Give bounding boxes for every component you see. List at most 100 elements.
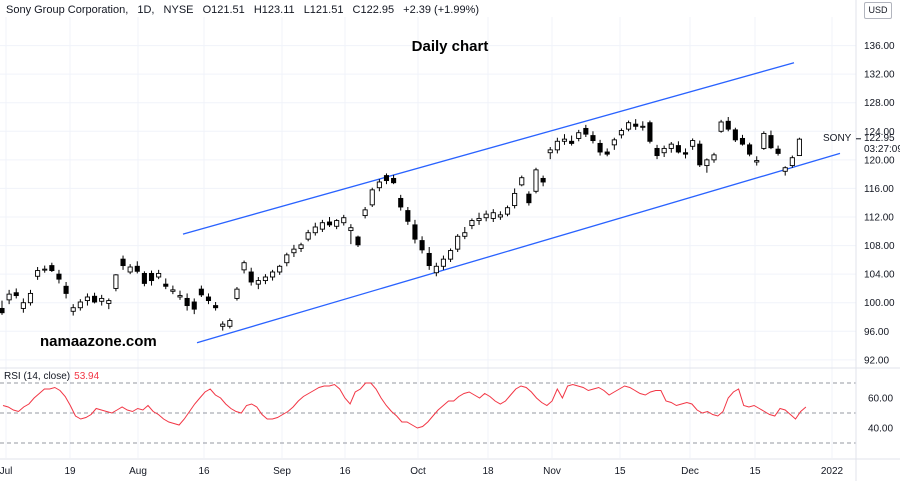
time-tick-label: 15 [614, 466, 626, 477]
candle-body [462, 232, 468, 237]
candle-body [248, 271, 254, 283]
channel-lower-line [196, 152, 841, 344]
candle [611, 137, 617, 150]
candle [284, 252, 290, 267]
candle-body [497, 214, 503, 218]
candle-body [519, 177, 525, 186]
candle-body [647, 122, 653, 142]
candle [27, 289, 34, 306]
candle [106, 298, 112, 310]
time-tick-label: 16 [198, 466, 210, 477]
candle-body [526, 193, 532, 204]
candle [782, 166, 788, 176]
candle-body [469, 220, 475, 227]
candle-body [618, 130, 624, 136]
rsi-legend[interactable]: RSI (14, close) 53.94 [4, 371, 99, 382]
candle-body [127, 266, 133, 273]
candle [569, 135, 575, 146]
time-tick-label: Nov [543, 466, 561, 477]
candle-body [241, 262, 247, 271]
candle-body [77, 301, 83, 309]
currency-button[interactable]: USD [864, 2, 892, 19]
time-tick-label: Aug [129, 466, 147, 477]
exchange: NYSE [163, 4, 194, 16]
candle [376, 179, 382, 192]
candle [298, 242, 304, 252]
candle [63, 282, 69, 299]
price-tick-label: 108.00 [864, 241, 895, 252]
candle-body [732, 129, 738, 141]
candle-body [35, 270, 41, 277]
candle [704, 158, 710, 173]
candle-body [405, 210, 411, 222]
candle [711, 152, 717, 163]
candles [0, 117, 802, 331]
price-tick-label: 124.00 [864, 127, 895, 138]
price-tick-label: 96.00 [864, 327, 889, 338]
candle [319, 219, 325, 232]
candle-body [27, 292, 34, 304]
candle-body [391, 177, 397, 184]
candle [277, 264, 283, 275]
interval[interactable]: 1D [137, 4, 152, 16]
candle [497, 211, 503, 220]
candle-body [341, 217, 347, 224]
candle-body [476, 217, 482, 222]
candle [668, 142, 674, 153]
candle-body [718, 121, 724, 132]
candle [647, 120, 653, 144]
candle [205, 293, 212, 305]
candle-body [63, 285, 69, 294]
candle [419, 236, 425, 254]
candle [512, 188, 518, 209]
candle-body [682, 152, 689, 155]
candle [369, 187, 375, 207]
time-tick-label: Oct [410, 466, 426, 477]
candle [412, 219, 418, 244]
candle-body [711, 154, 717, 161]
candle [334, 219, 340, 230]
candle-body [42, 268, 48, 271]
time-tick-label: 16 [339, 466, 351, 477]
candle-body [590, 135, 596, 142]
channel-lines [182, 62, 841, 344]
candle-body [426, 252, 432, 267]
candle-body [92, 295, 98, 303]
candle-body [668, 143, 674, 149]
candle [761, 131, 767, 150]
price-tick-label: 128.00 [864, 98, 895, 109]
candle-body [433, 265, 439, 274]
candle [448, 248, 454, 262]
candle [341, 214, 347, 226]
symbol-header: Sony Group Corporation, 1D, NYSE O121.51… [6, 4, 480, 16]
candle [440, 255, 446, 270]
rsi-tick-label: 40.00 [868, 424, 893, 435]
candle [697, 140, 703, 167]
candle-body [448, 250, 454, 260]
candle-body [440, 258, 446, 267]
candle-body [56, 273, 62, 280]
candle-body [99, 297, 105, 302]
candle-body [369, 189, 375, 206]
candle-body [690, 140, 696, 147]
time-tick-label: 19 [64, 466, 76, 477]
candle [312, 222, 318, 236]
candle-body [305, 232, 311, 240]
candle-body [113, 274, 119, 289]
candle-body [376, 181, 382, 189]
channel-upper-line [182, 62, 795, 235]
candle-body [533, 169, 539, 192]
candle [462, 227, 468, 240]
candle [241, 260, 247, 274]
time-tick-label: Dec [681, 466, 699, 477]
symbol-name[interactable]: Sony Group Corporation [6, 4, 126, 16]
candle [597, 139, 603, 156]
candle-body [569, 140, 575, 144]
candle-body [355, 236, 361, 246]
candle-body [6, 293, 12, 301]
candle-body [0, 307, 5, 314]
last-price-tag: 122.95 03:27:09 [864, 133, 900, 155]
